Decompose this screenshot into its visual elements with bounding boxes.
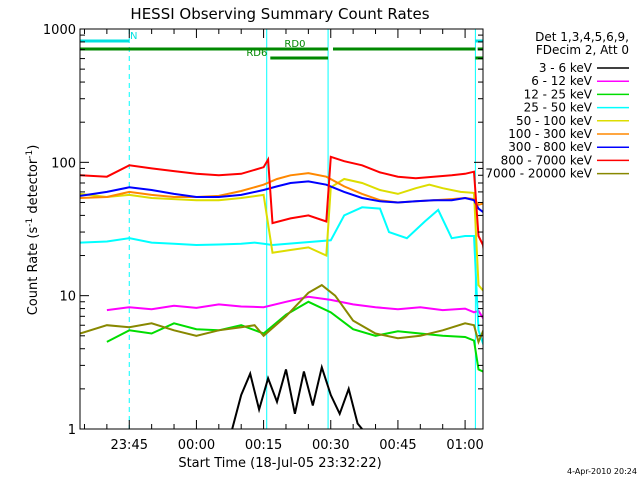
y-tick-label: 1000 xyxy=(43,23,76,38)
x-tick-label: 01:00 xyxy=(446,438,483,453)
series-line xyxy=(106,295,483,320)
x-tick-label: 23:45 xyxy=(111,438,148,453)
flag-bar-label: RD6 xyxy=(246,48,267,59)
series-line xyxy=(80,177,483,292)
y-axis-label-sup2: -1 xyxy=(25,150,35,159)
legend-entry-label: 100 - 300 keV xyxy=(508,127,592,141)
series-line xyxy=(80,283,483,345)
x-tick-label: 00:30 xyxy=(312,438,349,453)
legend: Det 1,3,4,5,6,9, FDecim 2, Att 0 3 - 6 k… xyxy=(485,30,629,181)
x-tick-label: 00:00 xyxy=(178,438,215,453)
series-lines xyxy=(80,155,483,429)
legend-entry-label: 50 - 100 keV xyxy=(516,114,593,128)
chart-title: HESSI Observing Summary Count Rates xyxy=(130,5,429,23)
flag-bars: N RD0 RD6 xyxy=(80,31,483,60)
flag-bar-label: RD0 xyxy=(284,39,305,50)
x-tick-label: 00:15 xyxy=(245,438,282,453)
x-axis: 23:45 00:00 00:15 00:30 00:45 01:00 xyxy=(83,29,484,453)
y-axis-label-sup1: -1 xyxy=(25,218,35,227)
y-axis: 1 10 100 1000 xyxy=(43,23,483,438)
plot-frame xyxy=(79,28,484,430)
legend-entry-label: 300 - 800 keV xyxy=(508,140,592,154)
legend-entry-label: 7000 - 20000 keV xyxy=(485,167,592,181)
series-line xyxy=(80,206,483,347)
y-tick-label: 10 xyxy=(59,290,76,305)
legend-entry-label: 12 - 25 keV xyxy=(524,87,593,101)
legend-header-line-1: Det 1,3,4,5,6,9, xyxy=(535,30,629,44)
y-axis-label-main: Count Rate (s xyxy=(26,227,41,316)
legend-entry-label: 800 - 7000 keV xyxy=(501,153,593,167)
series-line xyxy=(80,180,483,214)
series-line xyxy=(80,155,483,253)
x-tick-label: 00:45 xyxy=(379,438,416,453)
legend-entry-label: 25 - 50 keV xyxy=(524,101,593,115)
vertical-markers xyxy=(128,29,484,429)
legend-header-line-2: FDecim 2, Att 0 xyxy=(536,43,629,57)
timestamp: 4-Apr-2010 20:24 xyxy=(567,467,637,476)
series-line xyxy=(231,363,363,429)
series-line xyxy=(106,300,483,373)
y-tick-label: 100 xyxy=(51,156,76,171)
legend-entry-label: 6 - 12 keV xyxy=(531,74,593,88)
y-tick-label: 1 xyxy=(68,423,76,438)
flag-bar-label: N xyxy=(130,31,137,42)
y-axis-label-mid: detector xyxy=(26,158,41,218)
y-axis-label: Count Rate (s-1 detector-1) xyxy=(25,145,41,316)
y-axis-label-end: ) xyxy=(26,145,41,150)
legend-entry-label: 3 - 6 keV xyxy=(539,61,593,75)
x-axis-label: Start Time (18-Jul-05 23:32:22) xyxy=(178,456,381,471)
